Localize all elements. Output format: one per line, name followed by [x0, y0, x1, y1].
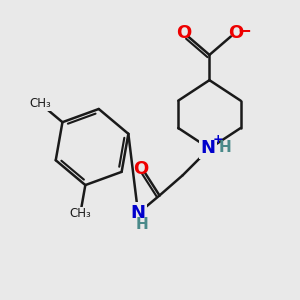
Text: N: N [200, 139, 215, 157]
Text: O: O [134, 160, 149, 178]
Text: H: H [218, 140, 231, 154]
Text: −: − [237, 21, 251, 39]
Text: +: + [213, 133, 224, 146]
Text: CH₃: CH₃ [29, 97, 51, 110]
Text: O: O [228, 24, 243, 42]
Text: CH₃: CH₃ [69, 207, 91, 220]
Text: O: O [176, 24, 191, 42]
Text: H: H [135, 217, 148, 232]
Text: N: N [130, 204, 145, 222]
